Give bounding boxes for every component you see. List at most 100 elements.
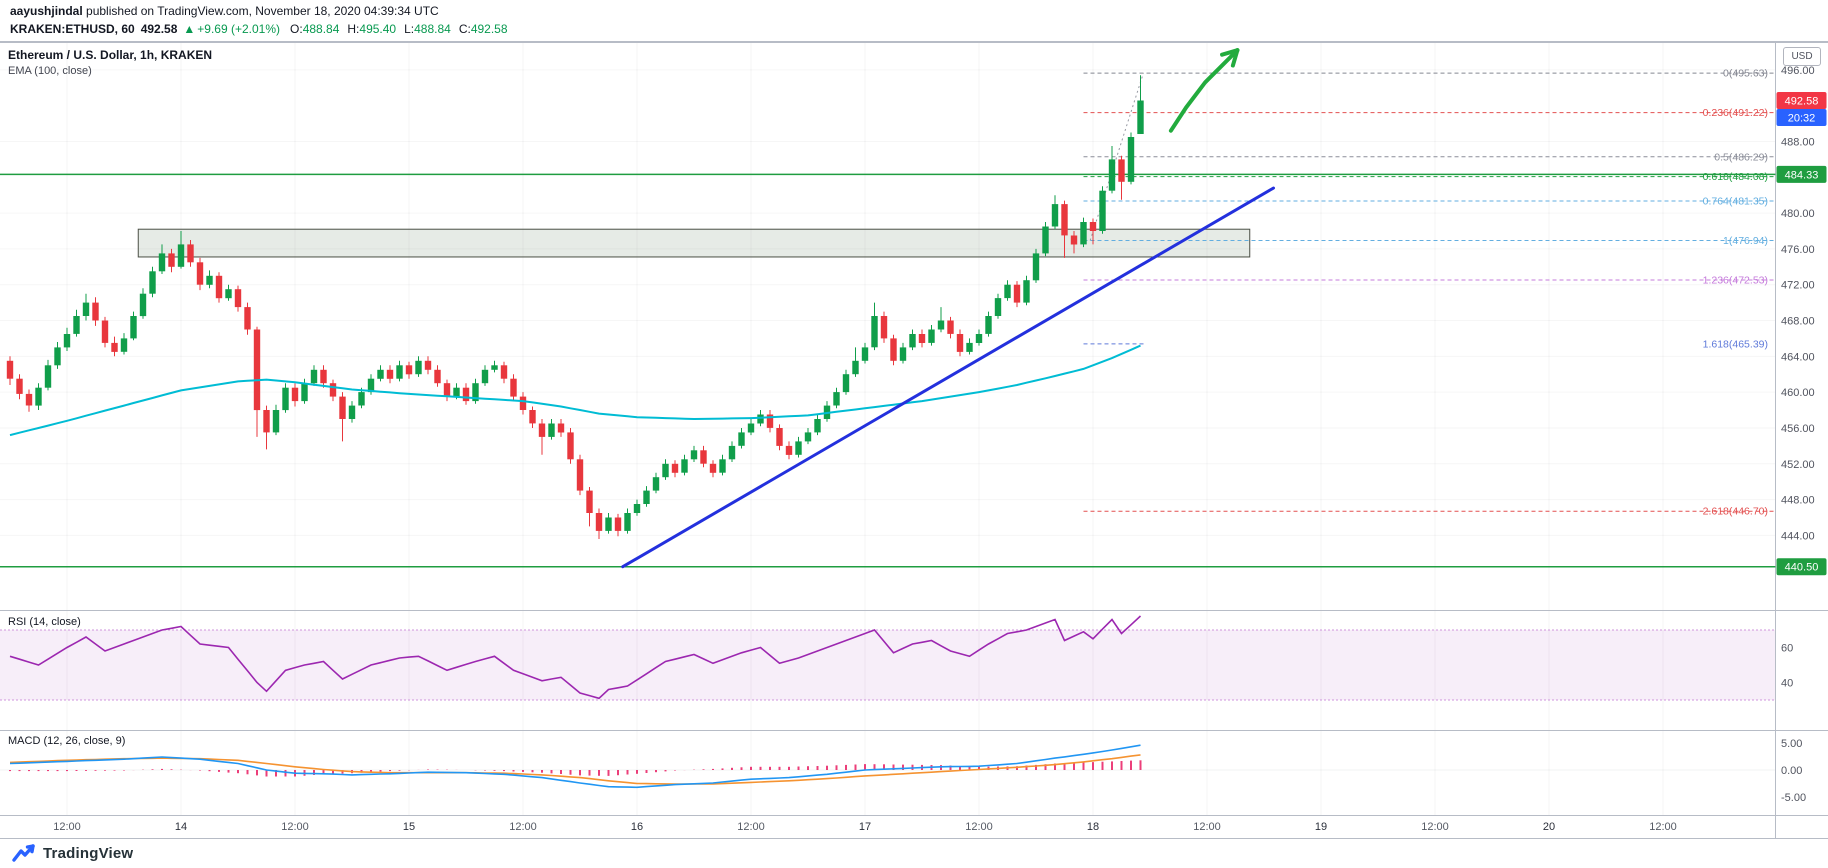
currency-button[interactable]: USD [1783,47,1821,66]
candle-body [196,262,204,285]
candle-body [149,271,156,294]
candle-body [320,369,327,384]
author-name: aayushjindal [10,4,83,18]
candle-body [44,365,52,388]
price-tick-label: 448.00 [1781,495,1815,507]
candle-body [652,477,660,491]
fib-guideline [1089,73,1144,241]
candle-body [567,432,574,460]
fib-retracement[interactable]: 0(495.63) 0.236(491.22) 0.5(486.29) 0.618(4… [1083,68,1776,518]
candle-body [728,445,736,460]
price-tick-label: 444.00 [1781,530,1815,542]
candle-body [16,378,23,394]
ohlc-high-value: 495.40 [359,22,397,36]
time-tick-label: 12:00 [281,821,309,833]
candle-body [491,365,498,370]
candle-body [595,513,603,531]
candle-body [871,316,878,348]
horizontal-level-lines[interactable] [0,173,1776,568]
time-tick-label: 20 [1543,821,1555,833]
price-tick-label: 476.00 [1781,244,1815,256]
time-tick-label: 14 [175,821,187,833]
time-tick-label: 12:00 [509,821,537,833]
price-tick-label: 496.00 [1781,65,1815,77]
candle-body [424,360,432,370]
candle-body [263,410,270,433]
candle-body [1070,235,1078,245]
candle-body [671,463,679,473]
price-axis[interactable]: 496.00 488.00 480.00 476.00 472.00 468.00 464.… [1776,43,1828,838]
fib-level-label: 0.618(484.08) [1703,171,1768,183]
candle-body [168,253,175,267]
fib-level-label: 2.618(446.70) [1703,506,1768,518]
candle-body [472,383,479,402]
candle-body [348,405,356,419]
candle-body [367,378,375,393]
fib-level-label: 1(476.94) [1723,235,1768,247]
candle-body [605,517,612,531]
rsi-line [9,615,1142,700]
candle-body [187,244,194,263]
candle-body [766,414,774,428]
candle-body [6,360,14,379]
candle-body [453,387,460,397]
candle-body [690,450,698,460]
candle-body [994,298,1002,316]
ohlc-open: O:488.84 [290,22,339,36]
time-axis[interactable]: 12:00 14 12:00 15 12:00 16 12:00 17 12:00 18 12:00… [0,816,1775,838]
candle-body [1137,100,1144,134]
trend-line[interactable] [621,186,1275,569]
candle-body [937,320,945,330]
candle-body [709,463,717,473]
bar-countdown-badge [1776,108,1827,126]
candle-body [377,369,384,379]
rsi-band [0,629,1776,701]
last-price-badge-text: 492.58 [1785,95,1819,107]
candle-body [1089,222,1097,231]
candle-body [1118,159,1125,182]
green-arrow-annotation[interactable] [1168,48,1240,133]
byline-text: published on TradingView.com, November 1… [82,4,439,18]
candle-body [301,383,308,402]
bar-countdown-badge-text: 20:32 [1788,112,1816,124]
ohlc-low-value: 488.84 [414,22,451,36]
candle-body [92,302,99,321]
candle-body [576,459,584,491]
candle-body [662,463,669,478]
candlestick-series [6,75,1144,539]
tradingview-brand-text[interactable]: TradingView [43,845,134,862]
pane-title: Ethereum / U.S. Dollar, 1h, KRAKEN [8,48,213,62]
candle-body [130,316,137,339]
rsi-tick-label: 60 [1781,643,1793,655]
ohlc-open-value: 488.84 [302,22,340,36]
candle-body [985,316,992,334]
candle-body [101,320,109,343]
candle-body [909,334,916,348]
candle-body [139,293,147,317]
time-tick-label: 12:00 [1649,821,1677,833]
candle-body [814,419,821,433]
price-tick-label: 456.00 [1781,423,1815,435]
candle-body [719,459,726,473]
price-change: +9.69 (+2.01%) [197,22,281,36]
candle-body [633,504,641,513]
candle-body [1013,284,1021,303]
candle-body [890,338,897,361]
tradingview-logo-icon[interactable] [12,843,36,865]
candle-body [120,338,128,352]
candle-body [329,383,337,397]
fib-level-label: 0.5(486.29) [1714,151,1768,163]
fib-level-label: 0.764(481.35) [1703,196,1768,208]
time-tick-label: 12:00 [1193,821,1221,833]
change-up-icon: ▲ [183,22,196,36]
candle-body [396,365,403,379]
candle-body [158,253,166,272]
fib-level-label: 1.618(465.39) [1703,338,1768,350]
pane-separators [0,42,1828,838]
candle-body [244,307,251,330]
price-tick-label: 480.00 [1781,208,1815,220]
candle-body [738,432,745,446]
candle-body [804,432,812,442]
grid-lines [0,43,1776,815]
